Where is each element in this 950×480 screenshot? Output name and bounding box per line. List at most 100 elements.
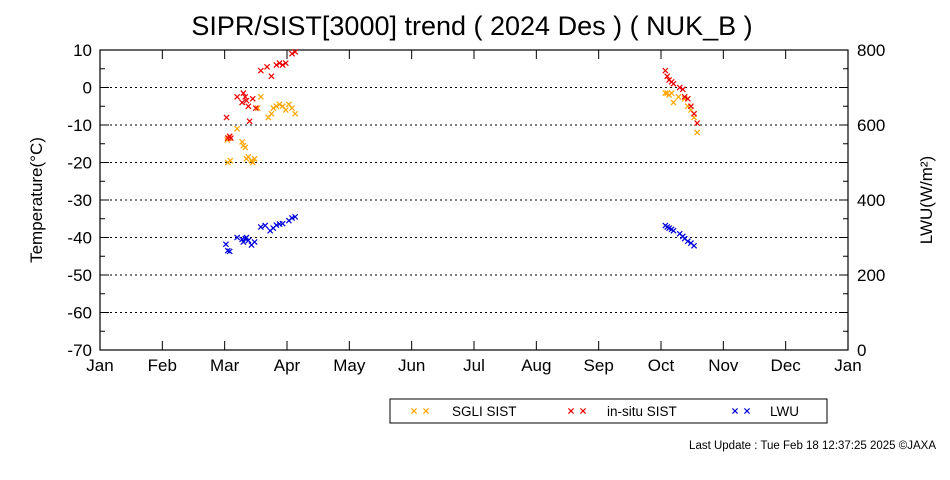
data-point bbox=[246, 118, 253, 125]
y2-tick-label: 400 bbox=[857, 191, 885, 210]
x-tick-label: Jul bbox=[463, 356, 485, 375]
data-point bbox=[288, 50, 296, 57]
y2-axis-label: LWU(W/m²) bbox=[917, 156, 936, 244]
data-point bbox=[242, 144, 249, 151]
data-point bbox=[245, 103, 252, 110]
legend-marker bbox=[567, 407, 575, 415]
y-tick-label: -20 bbox=[67, 154, 92, 173]
y-axis-label: Temperature(°C) bbox=[27, 137, 46, 263]
legend-label: LWU bbox=[770, 404, 799, 419]
data-point bbox=[227, 135, 234, 142]
data-point bbox=[270, 105, 277, 112]
data-point bbox=[670, 99, 677, 106]
last-update-text: Last Update : Tue Feb 18 12:37:25 2025 ©… bbox=[689, 440, 936, 452]
legend-marker bbox=[422, 407, 430, 415]
data-point bbox=[254, 105, 261, 112]
data-point bbox=[282, 60, 289, 67]
data-point bbox=[694, 120, 701, 127]
data-points bbox=[222, 48, 701, 255]
x-tick-label: Jan bbox=[834, 356, 861, 375]
y-tick-label: -40 bbox=[67, 229, 92, 248]
y-tick-label: 0 bbox=[83, 79, 92, 98]
data-point bbox=[691, 242, 698, 249]
x-tick-label: Jun bbox=[398, 356, 425, 375]
grid-lines bbox=[100, 86, 848, 314]
data-point bbox=[662, 90, 669, 97]
x-tick-label: Feb bbox=[148, 356, 177, 375]
y-tick-label: -10 bbox=[67, 116, 92, 135]
chart-title: SIPR/SIST[3000] trend ( 2024 Des ) ( NUK… bbox=[191, 11, 752, 41]
data-point bbox=[226, 135, 233, 142]
data-point bbox=[679, 86, 686, 93]
data-point bbox=[676, 84, 683, 91]
data-point bbox=[292, 110, 299, 117]
x-tick-label: Dec bbox=[771, 356, 802, 375]
data-point bbox=[240, 90, 247, 97]
data-point bbox=[273, 103, 280, 110]
x-tick-label: Aug bbox=[521, 356, 551, 375]
axis-ticks bbox=[99, 49, 849, 351]
data-point bbox=[245, 237, 252, 244]
data-point bbox=[279, 61, 286, 69]
data-point bbox=[681, 93, 688, 100]
data-point bbox=[668, 90, 675, 97]
data-point bbox=[670, 227, 677, 234]
data-point bbox=[249, 95, 256, 102]
data-point bbox=[273, 61, 280, 69]
data-point bbox=[234, 93, 241, 100]
data-point bbox=[222, 241, 229, 248]
data-point bbox=[257, 67, 264, 74]
data-point bbox=[691, 110, 698, 117]
data-point bbox=[279, 220, 286, 227]
x-tick-label: Mar bbox=[210, 356, 240, 375]
data-point bbox=[262, 222, 269, 229]
legend-marker bbox=[579, 407, 587, 415]
data-point bbox=[264, 63, 271, 70]
y2-tick-label: 0 bbox=[857, 341, 866, 360]
data-point bbox=[694, 129, 701, 136]
legend-marker bbox=[410, 407, 418, 415]
data-point bbox=[243, 234, 250, 241]
data-point bbox=[239, 99, 246, 106]
data-point bbox=[252, 105, 259, 112]
y-tick-label: -50 bbox=[67, 266, 92, 285]
y2-tick-label: 200 bbox=[857, 266, 885, 285]
x-tick-label: May bbox=[333, 356, 366, 375]
data-point bbox=[684, 238, 691, 245]
data-point bbox=[257, 93, 264, 100]
data-point bbox=[223, 114, 230, 121]
data-point bbox=[662, 67, 669, 74]
data-point bbox=[251, 238, 258, 246]
data-point bbox=[675, 93, 682, 100]
data-point bbox=[684, 95, 691, 102]
data-point bbox=[239, 138, 246, 145]
data-point bbox=[224, 159, 231, 166]
legend-label: SGLI SIST bbox=[452, 404, 517, 419]
legend-label: in-situ SIST bbox=[607, 404, 677, 419]
data-point bbox=[664, 73, 671, 80]
y-tick-label: -30 bbox=[67, 191, 92, 210]
y2-tick-label: 800 bbox=[857, 41, 885, 60]
y2-tick-label: 600 bbox=[857, 116, 885, 135]
y-tick-label: 10 bbox=[73, 41, 92, 60]
plot-frame bbox=[99, 49, 849, 351]
data-point bbox=[268, 73, 275, 80]
data-point bbox=[242, 93, 249, 100]
data-point bbox=[292, 48, 299, 55]
data-point bbox=[257, 223, 264, 231]
y-tick-label: -70 bbox=[67, 341, 92, 360]
data-point bbox=[276, 101, 283, 108]
legend-box bbox=[389, 398, 828, 424]
data-point bbox=[249, 159, 256, 166]
data-point bbox=[234, 234, 241, 241]
x-tick-label: Sep bbox=[584, 356, 614, 375]
legend-marker bbox=[731, 407, 739, 415]
data-point bbox=[226, 248, 233, 255]
x-tick-label: Apr bbox=[274, 356, 301, 375]
data-point bbox=[687, 103, 694, 110]
data-point bbox=[251, 155, 258, 162]
legend-marker bbox=[743, 407, 751, 415]
legend: SGLI SIST in-situ SIST LWU bbox=[389, 398, 828, 424]
data-point bbox=[234, 125, 241, 132]
